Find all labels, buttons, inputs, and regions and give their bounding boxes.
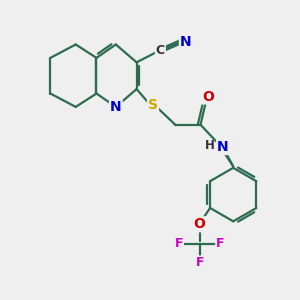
Text: N: N [110,100,122,114]
Text: F: F [175,237,183,250]
Text: F: F [195,256,204,269]
Text: C: C [156,44,165,57]
Text: N: N [217,140,229,154]
Text: O: O [194,217,206,231]
Text: S: S [148,98,158,112]
Text: N: N [180,34,191,49]
Text: H: H [205,139,214,152]
Text: F: F [216,237,225,250]
Text: O: O [202,89,214,103]
